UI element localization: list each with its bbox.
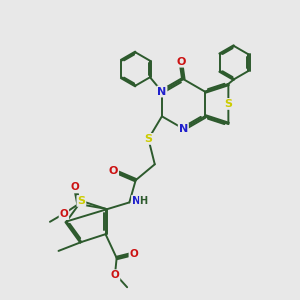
- Text: H: H: [140, 196, 148, 206]
- Text: N: N: [157, 86, 167, 97]
- Text: O: O: [59, 209, 68, 219]
- Text: O: O: [129, 249, 138, 259]
- Text: O: O: [109, 166, 118, 176]
- Text: N: N: [132, 196, 141, 206]
- Text: O: O: [111, 270, 119, 280]
- Text: N: N: [179, 124, 188, 134]
- Text: S: S: [144, 134, 152, 144]
- Text: O: O: [176, 57, 185, 67]
- Text: O: O: [71, 182, 80, 193]
- Text: S: S: [224, 99, 232, 109]
- Text: S: S: [77, 196, 86, 206]
